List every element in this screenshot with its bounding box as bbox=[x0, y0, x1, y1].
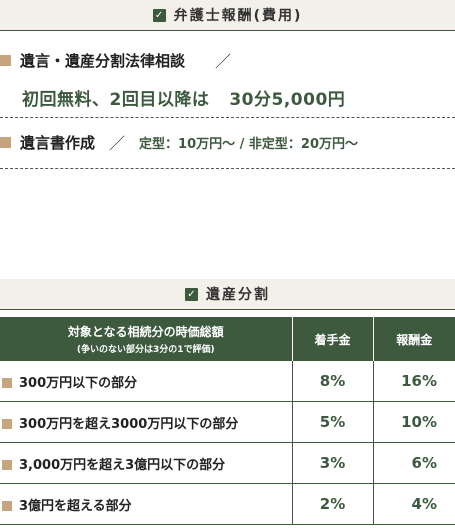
row-label: 3億円を超える部分 bbox=[0, 483, 293, 525]
header-retainer: 着手金 bbox=[292, 317, 374, 361]
square-bullet-icon bbox=[0, 54, 11, 66]
reward-value: 10% bbox=[373, 401, 455, 443]
row-label: 300万円以下の部分 bbox=[0, 361, 293, 402]
will-drafting-fee: 定型：10万円〜 / 非定型：20万円〜 bbox=[139, 136, 359, 152]
table-row: 3,000万円を超え3億円以下の部分 3% 6% bbox=[0, 442, 455, 484]
fee-section-header: ✓ 弁護士報酬(費用) bbox=[0, 0, 455, 31]
slash-divider: ／ bbox=[109, 134, 126, 153]
division-fee-table: 対象となる相続分の時価総額 (争いのない部分は3分の1で評価) 着手金 報酬金 … bbox=[0, 317, 455, 525]
reward-value: 6% bbox=[373, 442, 455, 484]
table-row: 3億円を超える部分 2% 4% bbox=[0, 483, 455, 525]
consultation-fee-block: 遺言・遺産分割法律相談 ／ 初回無料、2回目以降は 30分5,000円 bbox=[0, 48, 455, 110]
square-bullet-icon bbox=[2, 459, 12, 470]
consultation-label: 遺言・遺産分割法律相談 bbox=[20, 51, 186, 70]
dashed-divider bbox=[0, 168, 455, 169]
reward-value: 4% bbox=[373, 483, 455, 525]
retainer-value: 2% bbox=[292, 483, 374, 525]
row-label: 300万円を超え3000万円以下の部分 bbox=[0, 401, 293, 443]
division-section-header: ✓ 遺産分割 bbox=[0, 279, 455, 310]
reward-value: 16% bbox=[373, 361, 455, 402]
header-estate-value-note: (争いのない部分は3分の1で評価) bbox=[76, 345, 215, 355]
consultation-fee-amount: 30分5,000円 bbox=[229, 90, 346, 110]
will-drafting-fee-block: 遺言書作成 ／ 定型：10万円〜 / 非定型：20万円〜 bbox=[0, 130, 455, 154]
header-reward: 報酬金 bbox=[373, 317, 455, 361]
square-bullet-icon bbox=[2, 418, 12, 429]
retainer-value: 5% bbox=[292, 401, 374, 443]
slash-divider: ／ bbox=[215, 52, 232, 71]
retainer-value: 3% bbox=[292, 442, 374, 484]
square-bullet-icon bbox=[2, 377, 12, 388]
square-bullet-icon bbox=[0, 136, 11, 148]
dashed-divider bbox=[0, 117, 455, 118]
header-estate-value: 対象となる相続分の時価総額 (争いのない部分は3分の1で評価) bbox=[0, 317, 293, 361]
checkbox-icon: ✓ bbox=[152, 8, 166, 22]
square-bullet-icon bbox=[2, 500, 12, 511]
consultation-fee: 初回無料、2回目以降は 30分5,000円 bbox=[22, 85, 455, 110]
will-drafting-label: 遺言書作成 bbox=[20, 133, 96, 152]
fee-section-title: 弁護士報酬(費用) bbox=[173, 8, 303, 24]
table-row: 300万円を超え3000万円以下の部分 5% 10% bbox=[0, 401, 455, 443]
retainer-value: 8% bbox=[292, 361, 374, 402]
table-row: 300万円以下の部分 8% 16% bbox=[0, 361, 455, 402]
consultation-fee-prefix: 初回無料、2回目以降は bbox=[22, 90, 210, 110]
row-label: 3,000万円を超え3億円以下の部分 bbox=[0, 442, 293, 484]
division-section-title: 遺産分割 bbox=[206, 287, 270, 303]
checkbox-icon: ✓ bbox=[185, 287, 198, 301]
table-header-row: 対象となる相続分の時価総額 (争いのない部分は3分の1で評価) 着手金 報酬金 bbox=[0, 317, 455, 361]
